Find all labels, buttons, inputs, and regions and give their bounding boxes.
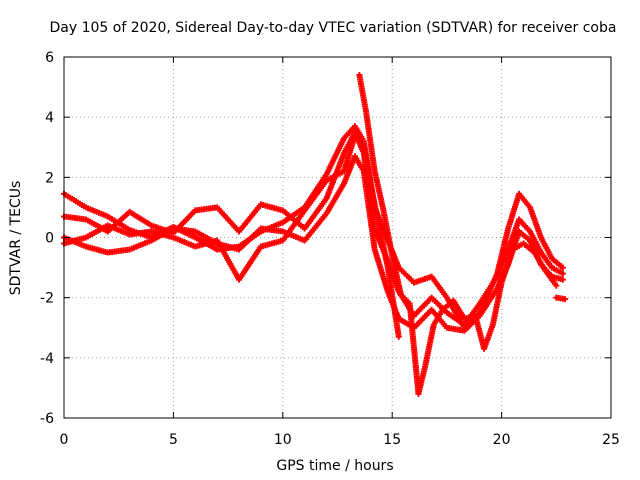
data-point: [562, 296, 569, 303]
x-tick-label: 15: [383, 432, 401, 448]
axis-ticks: [63, 56, 612, 419]
x-tick-label: 5: [169, 432, 178, 448]
y-axis-title: SDTVAR / TECUs: [8, 181, 24, 296]
data-point: [553, 282, 560, 289]
x-axis-title: GPS time / hours: [276, 458, 393, 474]
data-marks: [61, 72, 569, 397]
series-track-e: [356, 72, 560, 397]
data-point: [395, 333, 402, 340]
y-tick-label: 2: [45, 170, 54, 186]
y-tick-label: -2: [40, 291, 54, 307]
y-tick-label: -4: [40, 351, 54, 367]
x-tick-label: 20: [493, 432, 511, 448]
x-tick-label: 25: [602, 432, 620, 448]
data-point: [559, 276, 566, 283]
data-point: [559, 270, 566, 277]
chart-title: Day 105 of 2020, Sidereal Day-to-day VTE…: [50, 20, 617, 36]
y-tick-label: 4: [45, 110, 54, 126]
y-tick-labels: -6 -4 -2 0 2 4 6: [40, 50, 54, 427]
series-track-c: [61, 153, 566, 334]
x-tick-labels: 0 5 10 15 20 25: [60, 432, 620, 448]
y-tick-label: 0: [45, 231, 54, 247]
y-tick-label: -6: [40, 411, 54, 427]
x-tick-label: 0: [60, 432, 69, 448]
x-tick-label: 10: [274, 432, 292, 448]
data-point: [559, 264, 566, 271]
series-track-d: [61, 132, 402, 340]
series-track-f: [553, 294, 569, 303]
y-tick-label: 6: [45, 50, 54, 66]
